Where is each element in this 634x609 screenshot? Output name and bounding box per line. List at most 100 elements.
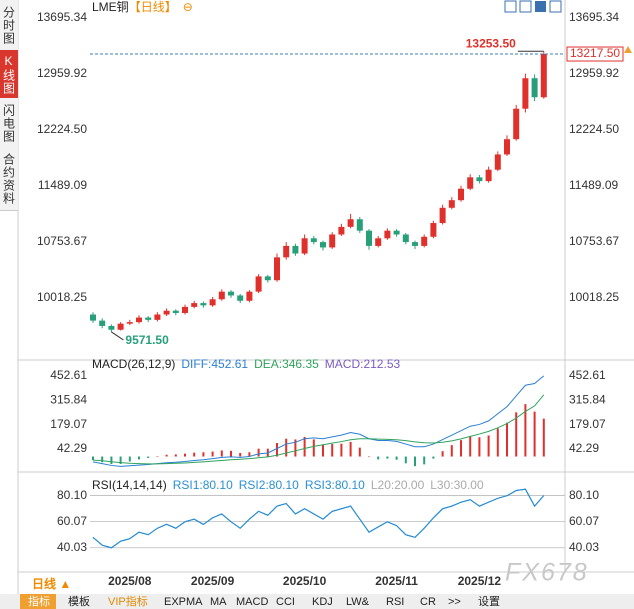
price-arrow [624, 46, 632, 53]
candle-body [310, 238, 317, 243]
sidebar-tab[interactable]: 分时图 [0, 0, 18, 51]
legend-entry: L20:20.00 [371, 478, 425, 492]
series-line [92, 488, 545, 549]
icon[interactable] [519, 0, 532, 13]
candle-body [320, 242, 326, 248]
series-line [92, 375, 545, 467]
y-tick-label-right: 60.07 [569, 514, 599, 528]
candle-body [476, 177, 483, 182]
candle-body [384, 230, 391, 239]
macd-bar [414, 456, 416, 467]
toolbar-item[interactable]: RSI [386, 596, 404, 608]
candle-body [347, 219, 354, 227]
toolbar-item[interactable]: VIP指标 [108, 594, 148, 608]
sidebar-tab[interactable]: 合约资料 [0, 148, 18, 211]
icon[interactable] [549, 0, 562, 13]
macd-bar [524, 404, 527, 457]
toolbar-item[interactable]: >> [448, 596, 461, 608]
tool-icons[interactable] [504, 0, 562, 13]
toolbar-item[interactable]: CCI [276, 596, 295, 608]
toolbar-item[interactable]: CR [420, 596, 436, 608]
toolbar-item[interactable]: LW& [346, 596, 370, 608]
x-tick-label: 2025/08 [108, 574, 152, 588]
candle-body [218, 291, 225, 300]
y-tick-label: 10753.67 [37, 234, 87, 248]
y-tick-label-right: 452.61 [569, 368, 606, 382]
candle-body [494, 154, 501, 170]
macd-bar [358, 447, 361, 457]
candle-body [99, 320, 106, 326]
macd-bar [202, 452, 205, 457]
legend-entry: MACD:212.53 [325, 357, 401, 371]
macd-bar [322, 444, 324, 457]
period-button[interactable]: 日线 ▲ [32, 576, 71, 591]
macd-bar [368, 456, 370, 458]
macd-bar [147, 456, 150, 458]
macd-bar [404, 456, 407, 464]
candle-body [375, 238, 382, 246]
y-tick-label: 60.07 [57, 514, 87, 528]
candle-body [191, 303, 198, 307]
toolbar-item[interactable]: MA [210, 596, 227, 608]
candle-body [264, 276, 271, 281]
macd-bar [156, 456, 159, 457]
macd-bar [193, 452, 196, 457]
toolbar-item[interactable]: EXPMA [164, 596, 203, 608]
x-tick-label: 2025/11 [375, 574, 418, 588]
candle-body [467, 177, 474, 189]
y-tick-label-right: 11489.09 [569, 178, 618, 192]
candle-body [485, 169, 492, 182]
candle-body [329, 234, 336, 248]
candle-body [402, 234, 409, 243]
sidebar-tab[interactable]: 闪电图 [0, 98, 18, 149]
y-tick-label-right: 80.10 [569, 488, 599, 502]
toolbar-item[interactable]: MACD [236, 596, 268, 608]
last-price-label: 13217.50 [570, 46, 620, 60]
legend-entry: RSI2:80.10 [239, 478, 299, 492]
y-tick-label-right: 42.29 [569, 441, 599, 455]
toolbar-item[interactable]: 指标 [28, 594, 50, 608]
macd-bar [331, 444, 334, 457]
toolbar-bg [0, 594, 634, 609]
macd-bar [110, 456, 113, 465]
candle-body [163, 310, 170, 315]
icon[interactable] [535, 1, 546, 12]
toolbar-item[interactable]: 模板 [68, 594, 90, 608]
panel-title: MACD(26,12,9) [92, 357, 175, 371]
macd-bar [340, 443, 343, 457]
y-tick-label-right: 13695.34 [569, 10, 619, 24]
candle-body [292, 245, 299, 254]
panel-title: LME铜 [92, 0, 129, 14]
candle-body [513, 108, 520, 140]
candle-body [136, 317, 142, 323]
candle-body [504, 139, 510, 155]
min-marker [111, 331, 124, 341]
toolbar-item[interactable]: KDJ [312, 596, 333, 608]
macd-bar [487, 435, 490, 457]
macd-bar [276, 442, 278, 457]
x-tick-label: 2025/12 [458, 574, 502, 588]
macd-bar [174, 454, 177, 457]
candle-body [366, 230, 372, 246]
candle-body [228, 291, 234, 296]
icon[interactable] [504, 0, 517, 13]
macd-bar [377, 456, 380, 460]
macd-bar [285, 438, 288, 457]
sidebar-tab[interactable]: K线图 [0, 50, 18, 99]
y-tick-label: 40.03 [57, 540, 87, 554]
toolbar-active [20, 594, 56, 609]
panel-icon: ⊖ [183, 0, 193, 14]
candle-body [255, 276, 262, 292]
macd-bar [312, 439, 315, 457]
legend-entry: L30:30.00 [430, 478, 484, 492]
y-tick-label: 12959.92 [37, 66, 87, 80]
toolbar-item[interactable]: 设置 [478, 595, 500, 608]
macd-bar [165, 454, 168, 457]
y-tick-label-right: 12224.50 [569, 122, 619, 136]
macd-bar [230, 450, 232, 457]
macd-bar [450, 445, 453, 457]
y-tick-label: 13695.34 [37, 10, 87, 24]
